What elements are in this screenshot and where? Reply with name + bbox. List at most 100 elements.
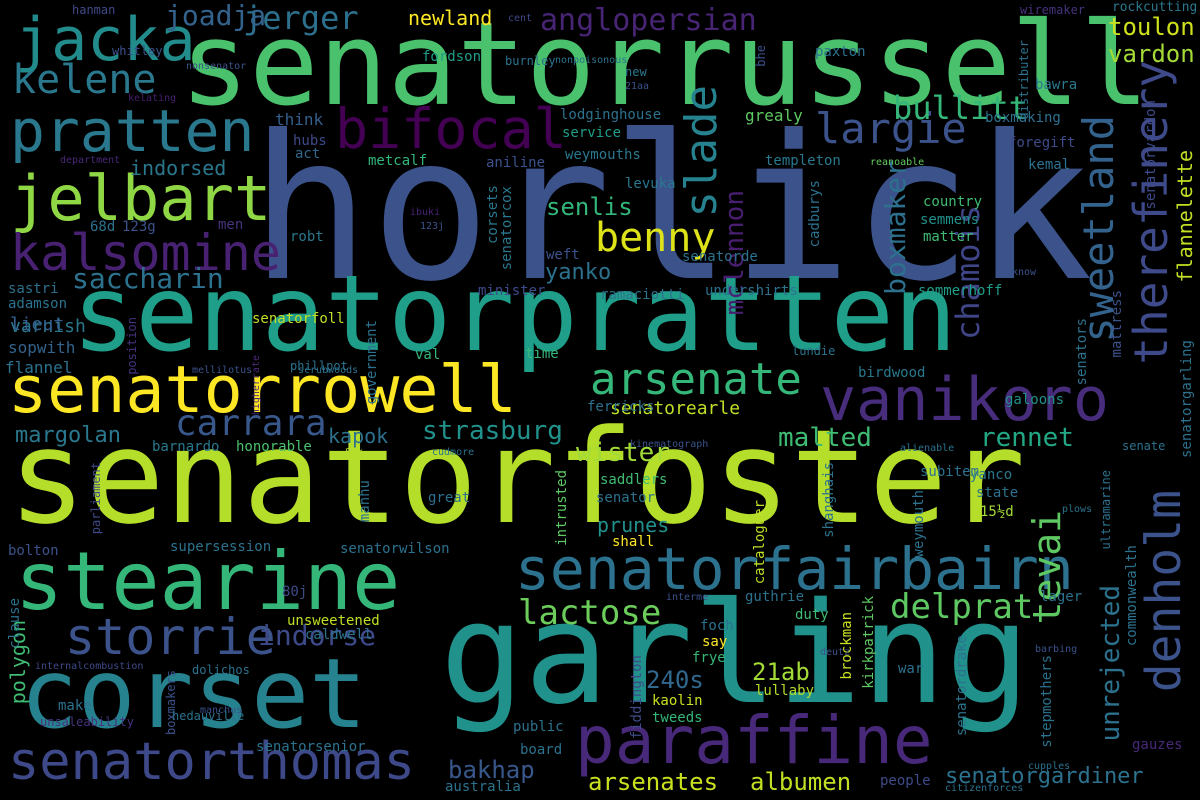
word: government xyxy=(364,320,380,405)
word: senators xyxy=(1074,318,1090,386)
word: joadja xyxy=(165,0,267,32)
word: deutz xyxy=(820,647,851,658)
word: foch xyxy=(700,618,734,634)
word: weft xyxy=(546,247,580,263)
word: vanikoro xyxy=(820,365,1109,435)
word: jerger xyxy=(243,0,359,37)
word: slade xyxy=(676,85,727,218)
word: plows xyxy=(1062,504,1093,515)
word: paraffine xyxy=(575,702,933,779)
word: time xyxy=(525,346,559,362)
word: saccharin xyxy=(72,262,224,295)
word: caldwell xyxy=(305,627,373,643)
word: new xyxy=(625,65,647,79)
word: robt xyxy=(290,229,324,245)
word: bhe xyxy=(754,45,768,67)
word: whitley xyxy=(112,44,163,58)
word: scrubwoods xyxy=(298,365,359,376)
word: phillpot xyxy=(290,359,348,373)
word: birdwood xyxy=(858,365,926,381)
word: senate xyxy=(1122,439,1166,453)
word: kemal xyxy=(1028,157,1071,173)
word: saddlers xyxy=(600,472,668,488)
word: dolichos xyxy=(192,663,250,677)
word: tweeds xyxy=(652,710,703,726)
word: jacka xyxy=(15,5,196,75)
word: flannelette xyxy=(1173,150,1197,283)
word: country xyxy=(923,194,983,210)
word: senatorgarling xyxy=(1179,340,1195,459)
word: senatorde xyxy=(682,249,758,265)
word: kirkpatrick xyxy=(861,596,877,689)
word: bakhap xyxy=(448,756,535,784)
word: bawra xyxy=(1035,77,1078,93)
word: arsenate xyxy=(590,354,802,405)
word: wister xyxy=(576,438,670,468)
word: honorable xyxy=(236,439,312,455)
word: kapok xyxy=(328,424,389,448)
word: kelating xyxy=(128,93,177,104)
word: stepmothers xyxy=(1039,655,1055,748)
word: corsets xyxy=(485,185,501,245)
word: higherrate xyxy=(251,355,262,416)
word: reanoable xyxy=(870,157,925,168)
word: boxmaker xyxy=(879,160,912,295)
word: jelbart xyxy=(10,162,272,235)
word: storrie xyxy=(65,608,276,666)
word: men xyxy=(218,217,244,233)
word: sommerhoff xyxy=(918,283,1003,299)
word: rockcutting xyxy=(1112,0,1198,15)
word: supersession xyxy=(170,539,272,555)
word: 80j xyxy=(282,584,308,600)
word: senatordrake xyxy=(954,635,970,737)
word: senatorcox xyxy=(499,186,515,271)
word: 21aa xyxy=(625,81,650,92)
word: think xyxy=(275,110,324,129)
word: newland xyxy=(408,6,493,30)
word: aniline xyxy=(486,155,546,171)
word: bolton xyxy=(8,543,59,559)
word: manhu xyxy=(357,480,373,523)
word: rennet xyxy=(980,423,1074,453)
word: garling xyxy=(440,573,1031,736)
word: kaolin xyxy=(652,693,703,709)
word: templeton xyxy=(765,153,841,169)
word: barbing xyxy=(1035,644,1078,655)
word: varnish xyxy=(10,316,86,337)
word: yanco xyxy=(970,467,1013,483)
word: semmens xyxy=(920,212,980,228)
word: pratten xyxy=(10,97,255,165)
word: position xyxy=(125,317,139,375)
word: unsweetened xyxy=(287,613,380,629)
word: hanman xyxy=(72,3,116,17)
word: gauzes xyxy=(1132,737,1183,753)
word: indorse xyxy=(258,619,377,652)
word: barnardo xyxy=(152,439,220,455)
word: know xyxy=(1012,267,1037,278)
word: foregift xyxy=(1008,135,1076,151)
word: 240s xyxy=(646,666,704,694)
word: 15½d xyxy=(980,504,1014,520)
word: denholm xyxy=(1136,490,1192,693)
word: corset xyxy=(20,638,367,750)
word: levuka xyxy=(625,176,676,192)
word: sopwith xyxy=(8,338,76,357)
word: sastri xyxy=(8,281,59,297)
word: boxmakers xyxy=(164,670,178,736)
word: bifocal xyxy=(335,97,567,161)
word: australia xyxy=(445,779,521,795)
word: paxton xyxy=(815,44,866,60)
word: senatorthomas xyxy=(8,732,415,792)
word: war xyxy=(898,661,924,677)
word: val xyxy=(415,347,441,363)
word: albumen xyxy=(750,768,852,796)
word: distributer xyxy=(1017,40,1031,120)
word: benny xyxy=(595,215,716,261)
word: metcalf xyxy=(368,153,428,169)
word: ferricks xyxy=(587,399,655,415)
word: matter xyxy=(923,229,974,245)
word: senatorfoll xyxy=(252,311,345,327)
word: citizenforces xyxy=(945,783,1024,794)
word: senatorpratten xyxy=(72,253,958,375)
word: lactose xyxy=(518,593,662,633)
